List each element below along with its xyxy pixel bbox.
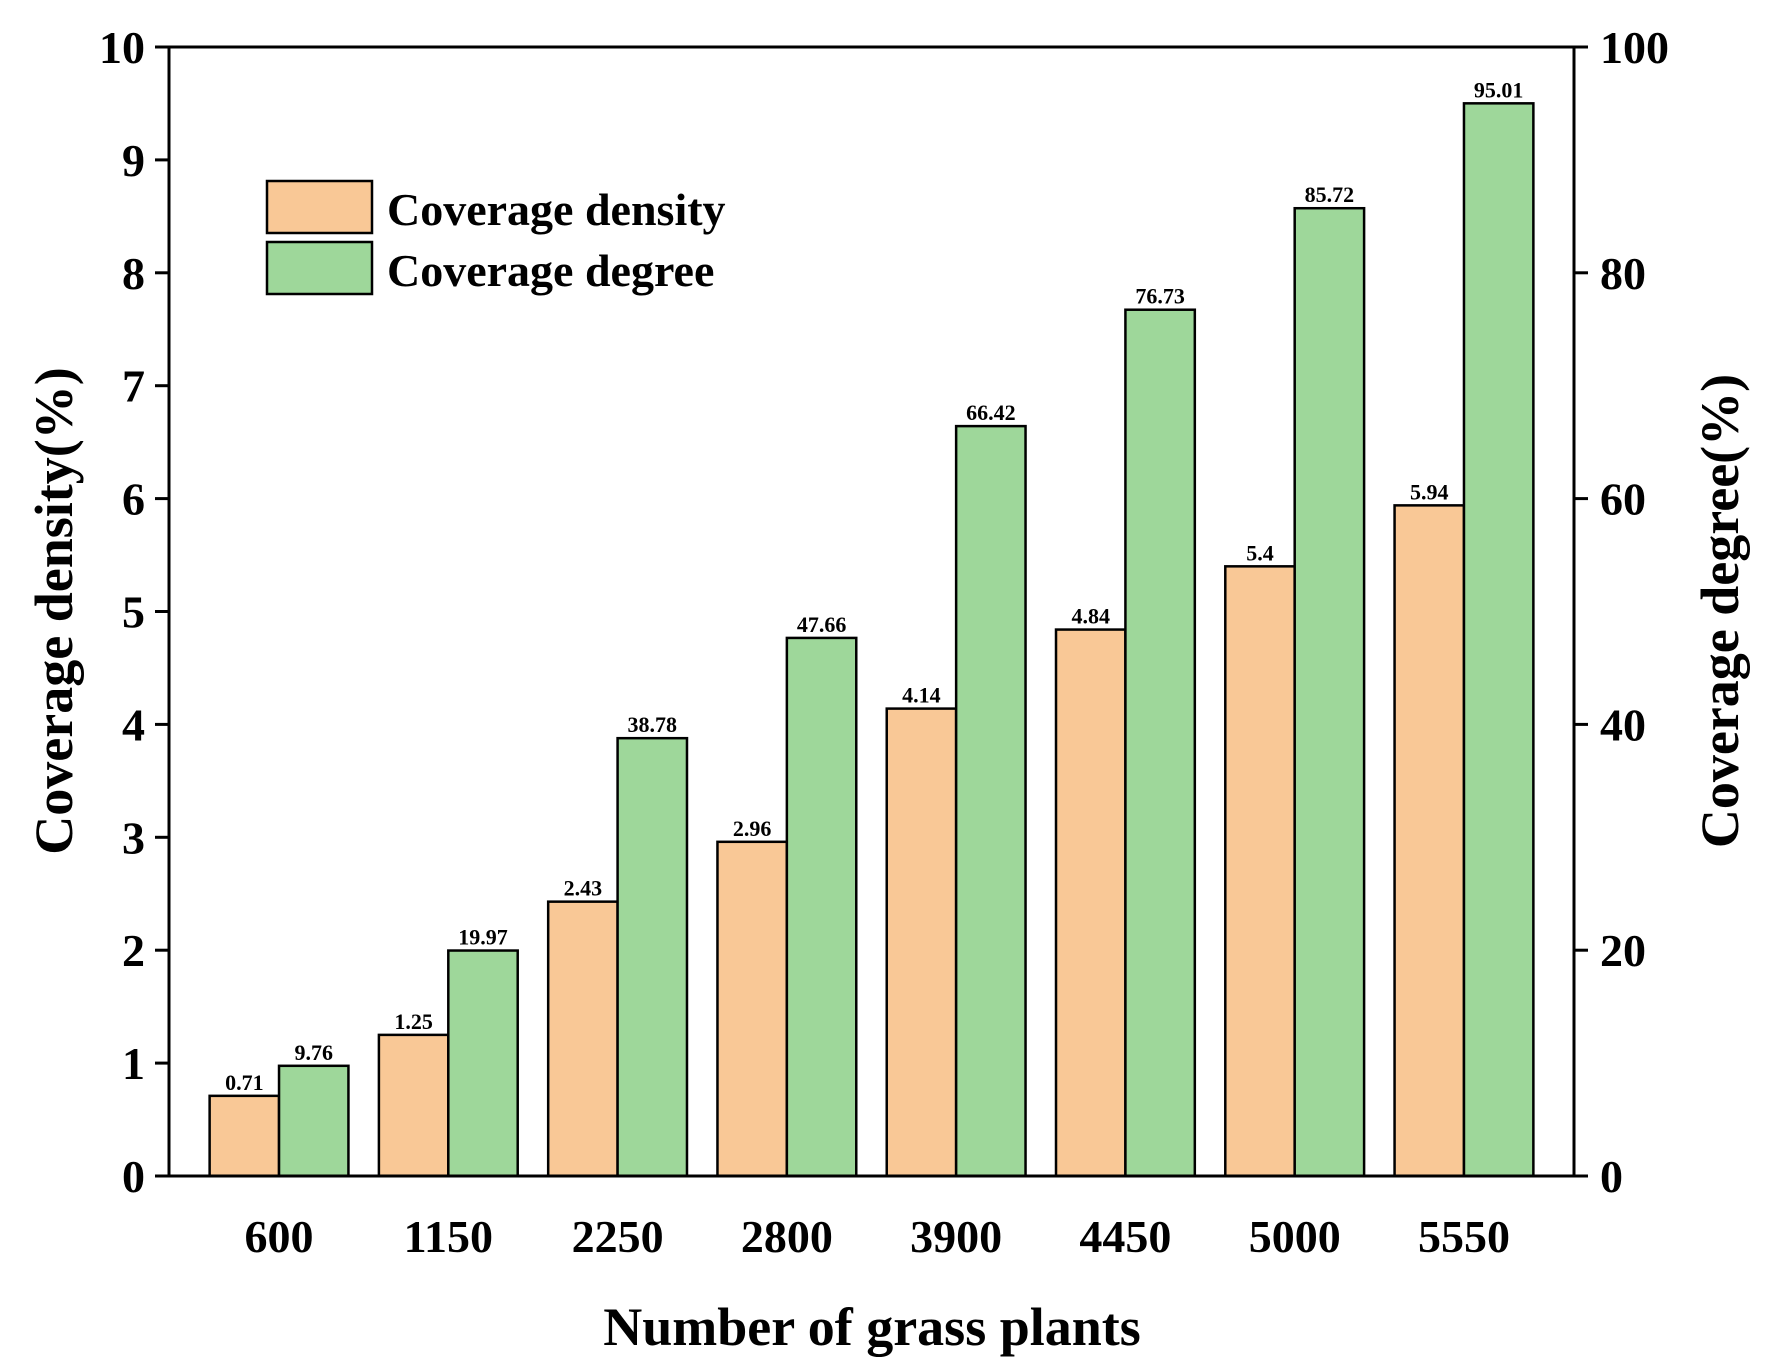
legend-swatch-coverage-density xyxy=(265,179,374,235)
data-label-coverage-density-5550: 5.94 xyxy=(1410,479,1449,504)
y-tick-label-left-7: 7 xyxy=(122,361,145,412)
bar-coverage-density-3900 xyxy=(885,707,958,1178)
x-axis-title: Number of grass plants xyxy=(603,1297,1141,1357)
y-tick-label-left-9: 9 xyxy=(122,135,145,186)
x-tick-label-5550: 5550 xyxy=(1418,1211,1510,1262)
bar-coverage-density-2250 xyxy=(546,900,619,1178)
y-tick-label-right-40: 40 xyxy=(1600,699,1646,750)
data-labels-layer: 0.71 9.76 1.25 19.97 2.43 38.78 2.96 47.66 4.14 6… xyxy=(225,77,1523,1095)
y-tick-label-left-4: 4 xyxy=(122,699,145,750)
data-label-coverage-density-1150: 1.25 xyxy=(394,1009,433,1034)
bar-coverage-degree-4450 xyxy=(1124,308,1197,1178)
bar-coverage-degree-1150 xyxy=(447,949,519,1178)
y-axis-title-left: Coverage density(%) xyxy=(24,367,84,854)
x-tick-label-5000: 5000 xyxy=(1249,1211,1341,1262)
data-label-coverage-density-2250: 2.43 xyxy=(564,876,603,901)
y-tick-label-left-1: 1 xyxy=(122,1038,145,1089)
data-label-coverage-density-2800: 2.96 xyxy=(733,816,772,841)
y-tick-label-right-80: 80 xyxy=(1600,248,1646,299)
data-label-coverage-density-3900: 4.14 xyxy=(902,683,941,708)
data-label-coverage-degree-2250: 38.78 xyxy=(628,712,678,737)
bar-coverage-degree-3900 xyxy=(954,424,1027,1178)
y-tick-label-left-8: 8 xyxy=(122,248,145,299)
data-label-coverage-degree-2800: 47.66 xyxy=(797,612,847,637)
x-tick-label-2800: 2800 xyxy=(741,1211,833,1262)
bar-coverage-degree-2800 xyxy=(785,636,858,1178)
x-tick-label-2250: 2250 xyxy=(572,1211,664,1262)
data-label-coverage-degree-3900: 66.42 xyxy=(966,400,1016,425)
data-label-coverage-degree-4450: 76.73 xyxy=(1135,284,1185,309)
data-label-coverage-degree-600: 9.76 xyxy=(294,1040,333,1065)
y-axis-title-right: Coverage degree(%) xyxy=(1690,374,1750,848)
legend-swatch-coverage-degree xyxy=(265,240,374,296)
x-tick-label-600: 600 xyxy=(245,1211,314,1262)
legend-label-coverage-density: Coverage density xyxy=(387,184,726,235)
y-tick-label-right-0: 0 xyxy=(1600,1151,1623,1202)
bar-coverage-density-5000 xyxy=(1224,565,1296,1178)
data-label-coverage-density-5000: 5.4 xyxy=(1246,540,1274,565)
x-tick-label-1150: 1150 xyxy=(404,1211,493,1262)
ticks-layer: 600 1150 2250 2800 3900 4450 5000 5550012345678… xyxy=(99,22,1669,1262)
data-label-coverage-degree-1150: 19.97 xyxy=(458,925,508,950)
data-label-coverage-density-600: 0.71 xyxy=(225,1070,264,1095)
bar-coverage-density-5550 xyxy=(1393,504,1466,1178)
y-tick-label-right-60: 60 xyxy=(1600,474,1646,525)
bar-coverage-density-4450 xyxy=(1054,628,1127,1178)
y-tick-label-left-0: 0 xyxy=(122,1151,145,1202)
y-tick-label-left-10: 10 xyxy=(99,22,145,73)
x-tick-label-3900: 3900 xyxy=(910,1211,1002,1262)
bar-coverage-density-600 xyxy=(208,1094,281,1178)
y-tick-label-right-100: 100 xyxy=(1600,22,1669,73)
data-label-coverage-degree-5550: 95.01 xyxy=(1474,77,1524,102)
bar-coverage-density-2800 xyxy=(716,840,789,1178)
bar-coverage-degree-5550 xyxy=(1462,102,1535,1178)
y-tick-label-left-6: 6 xyxy=(122,474,145,525)
bar-coverage-degree-2250 xyxy=(616,736,689,1178)
y-tick-label-left-5: 5 xyxy=(122,587,145,638)
data-label-coverage-density-4450: 4.84 xyxy=(1071,604,1110,629)
y-tick-label-right-20: 20 xyxy=(1600,925,1646,976)
bars-layer xyxy=(208,102,1535,1178)
x-tick-label-4450: 4450 xyxy=(1079,1211,1171,1262)
bar-coverage-degree-600 xyxy=(277,1064,350,1178)
data-label-coverage-degree-5000: 85.72 xyxy=(1305,182,1355,207)
y-tick-label-left-3: 3 xyxy=(122,812,145,863)
legend-label-coverage-degree: Coverage degree xyxy=(387,245,714,296)
bar-coverage-degree-5000 xyxy=(1293,206,1366,1178)
legend: Coverage density Coverage degree xyxy=(265,179,726,296)
bar-coverage-density-1150 xyxy=(377,1033,450,1178)
y-tick-label-left-2: 2 xyxy=(122,925,145,976)
